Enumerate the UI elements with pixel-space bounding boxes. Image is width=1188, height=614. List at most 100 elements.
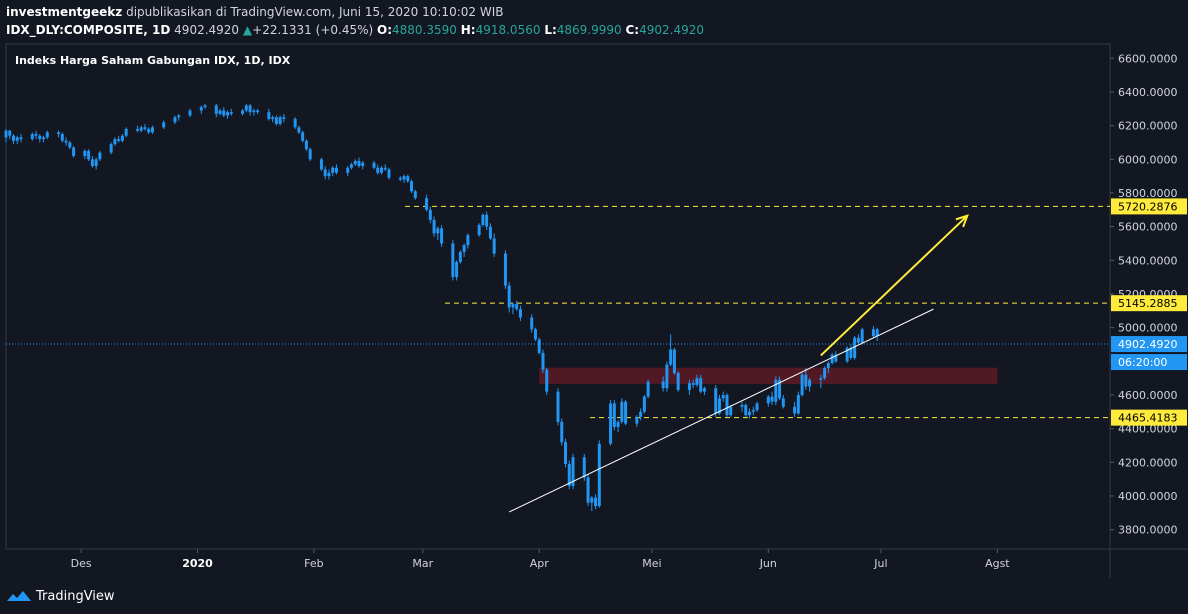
candle-body[interactable] [331,167,335,173]
candle-body[interactable] [113,139,117,145]
candle-body[interactable] [620,401,624,422]
candle-body[interactable] [398,177,402,180]
candle-body[interactable] [687,383,691,390]
candle-body[interactable] [226,112,230,116]
candle-body[interactable] [90,159,94,167]
candle-body[interactable] [406,176,410,182]
candle-body[interactable] [458,251,462,262]
candle-body[interactable] [751,410,755,412]
candle-body[interactable] [214,105,218,114]
candle-body[interactable] [173,117,177,123]
candle-body[interactable] [556,391,560,422]
candle-body[interactable] [12,135,16,141]
candle-body[interactable] [353,160,357,165]
candle-body[interactable] [481,214,485,225]
candle-body[interactable] [793,406,797,414]
candle-body[interactable] [87,150,91,160]
candle-body[interactable] [380,167,384,173]
candle-body[interactable] [766,396,770,404]
candle-body[interactable] [135,129,139,131]
candle-body[interactable] [402,176,406,180]
candle-body[interactable] [304,140,308,150]
candle-body[interactable] [560,421,564,443]
candle-body[interactable] [30,134,34,140]
candle-body[interactable] [875,329,879,337]
candle-body[interactable] [845,347,849,362]
candle-body[interactable] [372,162,376,168]
candle-body[interactable] [98,152,102,160]
candle-body[interactable] [609,403,613,444]
candle-body[interactable] [635,416,639,424]
candle-body[interactable] [150,127,154,133]
candle-body[interactable] [301,132,305,141]
candle-body[interactable] [856,337,860,343]
candle-body[interactable] [533,329,537,340]
candle-body[interactable] [15,137,19,141]
candle-body[interactable] [346,167,350,173]
candle-body[interactable] [19,137,23,140]
candle-body[interactable] [507,285,511,308]
candle-body[interactable] [830,354,834,363]
candle-body[interactable] [661,381,665,389]
candle-body[interactable] [376,167,380,173]
author-name[interactable]: investmentgeekz [6,5,123,19]
candle-body[interactable] [271,117,275,119]
candle-body[interactable] [267,112,271,119]
candle-body[interactable] [477,224,481,236]
candle-body[interactable] [425,198,429,210]
candle-body[interactable] [488,226,492,239]
candle-body[interactable] [695,378,699,385]
candle-body[interactable] [323,169,327,177]
candle-body[interactable] [248,105,252,113]
candle-body[interactable] [241,110,245,114]
candle-body[interactable] [691,383,695,385]
candle-body[interactable] [781,398,785,407]
chart-area[interactable]: Indeks Harga Saham Gabungan IDX, 1D, IDX… [0,40,1188,578]
candle-body[interactable] [432,219,436,234]
candle-body[interactable] [45,132,49,138]
candle-body[interactable] [203,105,207,108]
candle-body[interactable] [564,442,568,464]
candle-body[interactable] [147,129,151,133]
candle-body[interactable] [440,228,444,244]
candle-body[interactable] [282,117,286,119]
candle-body[interactable] [725,394,729,416]
candle-body[interactable] [503,253,507,286]
candle-body[interactable] [334,167,338,173]
candle-body[interactable] [143,127,147,130]
candle-body[interactable] [428,209,432,220]
candle-body[interactable] [83,150,87,156]
candle-body[interactable] [594,497,598,507]
candle-body[interactable] [800,374,804,395]
candle-body[interactable] [94,159,98,167]
candle-body[interactable] [120,135,124,141]
candle-body[interactable] [361,162,365,167]
candle-body[interactable] [639,411,643,417]
candle-body[interactable] [252,110,256,113]
candle-body[interactable] [188,110,192,116]
candle-body[interactable] [357,160,361,167]
trendline[interactable] [508,308,934,513]
candle-body[interactable] [244,105,248,111]
candle-body[interactable] [319,159,323,170]
candle-body[interactable] [308,149,312,160]
candle-body[interactable] [571,457,575,486]
candle-body[interactable] [849,347,853,358]
candle-body[interactable] [68,142,72,148]
candle-body[interactable] [34,134,38,136]
candle-body[interactable] [669,349,673,365]
candle-body[interactable] [109,144,113,153]
candle-body[interactable] [436,228,440,234]
candle-body[interactable] [642,396,646,412]
candle-body[interactable] [676,373,680,390]
candle-body[interactable] [699,378,703,392]
candle-body[interactable] [256,110,260,113]
brand-name[interactable]: TradingView [36,588,115,604]
candle-body[interactable] [826,362,830,369]
candle-body[interactable] [64,140,68,143]
candle-body[interactable] [744,405,748,416]
candle-body[interactable] [796,394,800,414]
candle-body[interactable] [42,137,46,140]
candle-body[interactable] [293,118,297,128]
candle-body[interactable] [4,130,8,138]
